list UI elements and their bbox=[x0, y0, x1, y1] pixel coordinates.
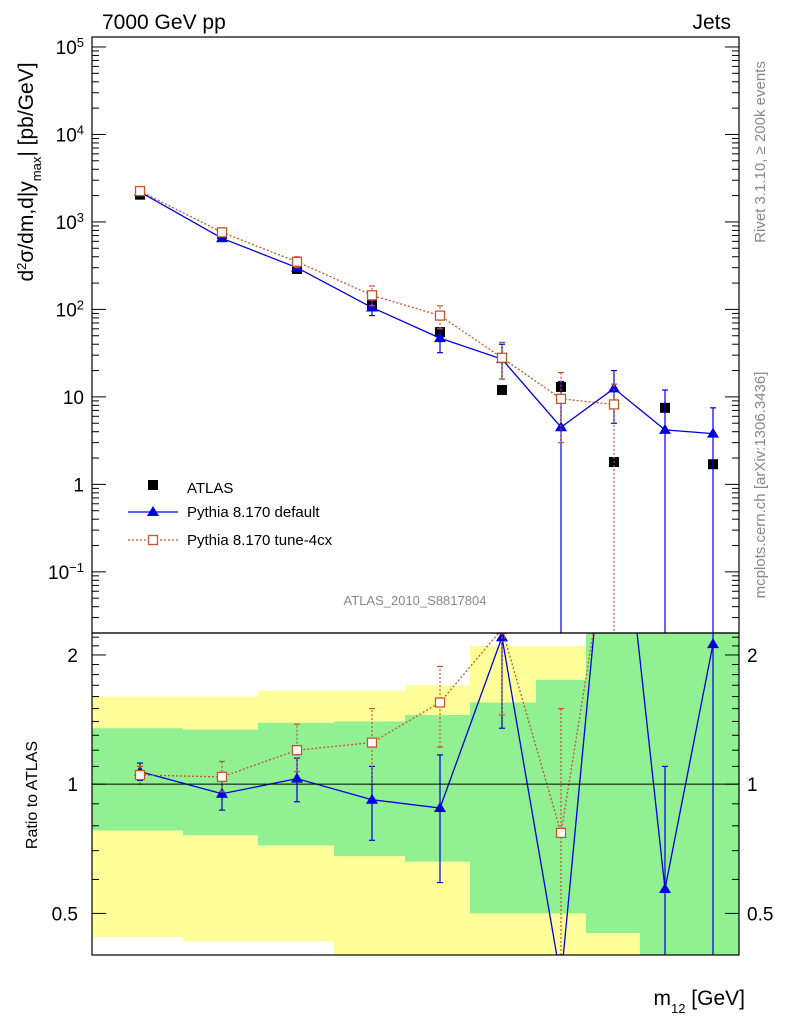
main-series-1-point bbox=[608, 382, 620, 393]
ratio-series-1-point bbox=[291, 745, 303, 756]
y-tick-label-1: 1 bbox=[73, 475, 84, 496]
y-tick-exp-6: 5 bbox=[77, 34, 84, 49]
band-green-7 bbox=[586, 633, 640, 934]
ratio-series-0-point bbox=[216, 787, 228, 798]
ratio-series-1-line bbox=[139, 633, 594, 834]
y-tick-exp-5: 4 bbox=[77, 122, 84, 137]
main-series-2-point bbox=[134, 185, 146, 197]
analysis-label: ATLAS_2010_S8817804 bbox=[344, 593, 487, 608]
ratio-panel bbox=[134, 499, 719, 984]
legend: ATLAS Pythia 8.170 default Pythia 8.170 … bbox=[128, 480, 333, 549]
y-tick-exp-3: 2 bbox=[77, 297, 84, 312]
main-series-1-line bbox=[139, 191, 714, 435]
y-tick-label-3: 102 bbox=[56, 297, 84, 322]
y-tick-label-5: 104 bbox=[56, 122, 84, 147]
ratio-series-0-point bbox=[707, 638, 719, 649]
ratio-tick-label-1: 1 bbox=[67, 775, 78, 796]
ratio-series-1-point bbox=[134, 769, 146, 781]
header-right: Jets bbox=[692, 11, 731, 34]
ratio-series-1-point bbox=[216, 771, 228, 783]
ratio-series-1-point bbox=[496, 633, 508, 635]
ratio-series-0-point bbox=[366, 793, 378, 804]
main-panel bbox=[134, 185, 719, 633]
main-series-2-point bbox=[366, 290, 378, 301]
main-series-2-point bbox=[434, 310, 446, 321]
ratio-series-0-line bbox=[139, 633, 714, 955]
legend-label-tune: Pythia 8.170 tune-4cx bbox=[187, 532, 333, 549]
y-tick-exp-0: −1 bbox=[69, 559, 84, 574]
legend-marker-default bbox=[147, 506, 159, 516]
y-tick-label-6: 105 bbox=[56, 34, 84, 59]
y-tick-label-4: 103 bbox=[56, 209, 84, 234]
ratio-y-axis-label: Ratio to ATLAS bbox=[24, 741, 41, 849]
ratio-tick-label-2: 2 bbox=[67, 646, 78, 667]
legend-marker-tune bbox=[147, 534, 159, 546]
main-series-2-point bbox=[555, 393, 567, 404]
ratio-tick-label-right-2: 2 bbox=[747, 646, 758, 667]
band-green-1 bbox=[183, 729, 258, 836]
main-series-0-point bbox=[497, 384, 507, 395]
main-series-2-point bbox=[291, 256, 303, 267]
main-series-1-point bbox=[659, 423, 671, 434]
main-series-2-point bbox=[216, 227, 228, 238]
x-axis-label: m12 [GeV] bbox=[654, 987, 746, 1016]
band-green-4 bbox=[405, 714, 470, 862]
ratio-bands bbox=[92, 633, 739, 955]
side-label-bottom: mcplots.cern.ch [arXiv:1306.3436] bbox=[752, 372, 769, 599]
ratio-frame bbox=[91, 632, 740, 956]
ratio-series-0-point bbox=[291, 772, 303, 783]
y-tick-label-0: 10−1 bbox=[48, 559, 84, 584]
legend-label-atlas: ATLAS bbox=[187, 480, 233, 497]
main-series-2-line bbox=[139, 190, 615, 406]
ratio-series-1-point bbox=[434, 697, 446, 708]
ratio-series-0-point bbox=[659, 882, 671, 893]
main-series-2-point bbox=[608, 399, 620, 410]
ratio-tick-label-right-1: 1 bbox=[747, 775, 758, 796]
main-series-2-point bbox=[496, 352, 508, 363]
ratio-series-1-point bbox=[555, 827, 567, 839]
y-tick-label-2: 10 bbox=[63, 388, 84, 409]
main-series-1-point bbox=[707, 427, 719, 438]
legend-label-default: Pythia 8.170 default bbox=[187, 504, 320, 521]
legend-marker-atlas bbox=[148, 480, 158, 490]
ratio-series-1-point bbox=[366, 737, 378, 748]
band-green-8 bbox=[640, 633, 688, 955]
ratio-series-0-point bbox=[434, 802, 446, 813]
header-left: 7000 GeV pp bbox=[102, 11, 226, 34]
main-series-1-point bbox=[434, 332, 446, 343]
ratio-tick-label-right-0: 0.5 bbox=[747, 904, 773, 925]
ratio-tick-label-0: 0.5 bbox=[52, 904, 78, 925]
band-green-5 bbox=[470, 702, 536, 914]
y-axis-label: d2σ/dm,d|ymax| [pb/GeV] bbox=[14, 62, 44, 281]
ratio-series-1-point bbox=[610, 499, 619, 508]
y-tick-exp-4: 3 bbox=[77, 209, 84, 224]
side-label-top: Rivet 3.1.10, ≥ 200k events bbox=[752, 61, 769, 243]
ratio-series-0-point bbox=[555, 974, 567, 984]
main-series-1-point bbox=[366, 301, 378, 312]
